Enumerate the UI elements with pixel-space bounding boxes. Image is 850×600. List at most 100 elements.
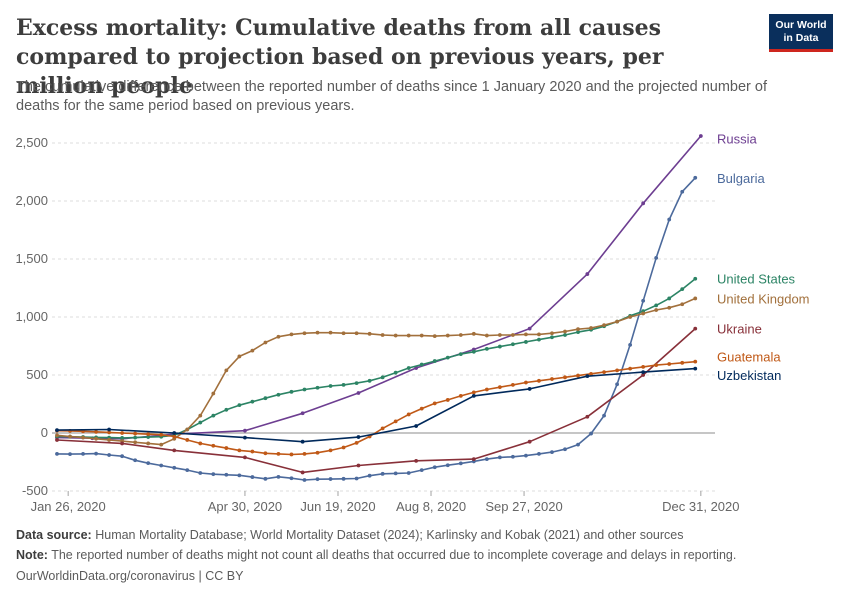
data-point[interactable] bbox=[406, 333, 411, 338]
data-point[interactable] bbox=[55, 438, 59, 442]
series-line-russia[interactable] bbox=[56, 135, 702, 440]
data-point[interactable] bbox=[263, 451, 268, 456]
data-point[interactable] bbox=[654, 363, 659, 368]
data-point[interactable] bbox=[641, 201, 646, 206]
data-point[interactable] bbox=[484, 457, 489, 461]
data-point[interactable] bbox=[55, 451, 59, 456]
series-label-bulgaria[interactable]: Bulgaria bbox=[717, 171, 765, 186]
data-point[interactable] bbox=[237, 354, 242, 359]
data-point[interactable] bbox=[146, 435, 151, 439]
data-point[interactable] bbox=[471, 393, 476, 398]
data-point[interactable] bbox=[263, 396, 268, 401]
series-line-ukraine[interactable] bbox=[56, 328, 696, 474]
data-point[interactable] bbox=[315, 477, 320, 482]
data-point[interactable] bbox=[445, 355, 450, 360]
data-point[interactable] bbox=[393, 471, 398, 476]
data-point[interactable] bbox=[356, 391, 361, 395]
data-point[interactable] bbox=[107, 427, 112, 432]
data-point[interactable] bbox=[276, 474, 281, 479]
data-point[interactable] bbox=[524, 453, 528, 458]
data-point[interactable] bbox=[185, 427, 190, 432]
data-point[interactable] bbox=[510, 342, 515, 347]
data-point[interactable] bbox=[414, 458, 419, 463]
data-point[interactable] bbox=[356, 435, 361, 439]
data-point[interactable] bbox=[527, 439, 532, 444]
data-point[interactable] bbox=[550, 331, 554, 336]
data-point[interactable] bbox=[576, 327, 580, 332]
data-point[interactable] bbox=[354, 381, 359, 386]
data-point[interactable] bbox=[419, 468, 424, 473]
data-point[interactable] bbox=[445, 398, 450, 402]
data-point[interactable] bbox=[406, 366, 411, 370]
data-point[interactable] bbox=[243, 455, 247, 460]
data-point[interactable] bbox=[107, 438, 112, 442]
footer-credit[interactable]: OurWorldinData.org/coronavirus | CC BY bbox=[16, 569, 244, 583]
series-label-russia[interactable]: Russia bbox=[717, 131, 758, 146]
data-point[interactable] bbox=[328, 330, 333, 335]
data-point[interactable] bbox=[243, 435, 247, 440]
data-point[interactable] bbox=[315, 330, 320, 335]
data-point[interactable] bbox=[680, 302, 685, 307]
data-point[interactable] bbox=[414, 424, 419, 428]
data-point[interactable] bbox=[527, 387, 532, 391]
data-point[interactable] bbox=[133, 440, 138, 445]
data-point[interactable] bbox=[380, 333, 385, 337]
data-point[interactable] bbox=[120, 435, 125, 440]
data-point[interactable] bbox=[419, 362, 424, 367]
series-label-ukraine[interactable]: Ukraine bbox=[717, 322, 762, 337]
data-point[interactable] bbox=[628, 366, 633, 371]
data-point[interactable] bbox=[341, 445, 346, 450]
data-point[interactable] bbox=[537, 378, 541, 383]
data-point[interactable] bbox=[510, 382, 515, 387]
data-point[interactable] bbox=[615, 368, 619, 373]
data-point[interactable] bbox=[419, 406, 424, 411]
data-point[interactable] bbox=[367, 473, 372, 478]
data-point[interactable] bbox=[524, 332, 528, 337]
data-point[interactable] bbox=[615, 382, 619, 387]
data-point[interactable] bbox=[341, 476, 346, 481]
data-point[interactable] bbox=[510, 333, 515, 337]
data-point[interactable] bbox=[615, 319, 619, 324]
data-point[interactable] bbox=[81, 435, 85, 440]
series-label-uzbekistan[interactable]: Uzbekistan bbox=[717, 368, 781, 383]
data-point[interactable] bbox=[243, 428, 247, 433]
data-point[interactable] bbox=[585, 272, 590, 276]
data-point[interactable] bbox=[497, 344, 502, 349]
data-point[interactable] bbox=[146, 441, 151, 446]
data-point[interactable] bbox=[300, 439, 305, 444]
series-line-united-kingdom[interactable] bbox=[56, 297, 696, 446]
data-point[interactable] bbox=[393, 333, 398, 338]
data-point[interactable] bbox=[445, 333, 450, 338]
data-point[interactable] bbox=[563, 375, 567, 380]
data-point[interactable] bbox=[589, 431, 593, 436]
data-point[interactable] bbox=[300, 470, 305, 475]
data-point[interactable] bbox=[432, 465, 437, 470]
data-point[interactable] bbox=[589, 371, 593, 376]
data-point[interactable] bbox=[576, 442, 580, 447]
data-point[interactable] bbox=[667, 362, 672, 366]
data-point[interactable] bbox=[680, 189, 685, 194]
data-point[interactable] bbox=[328, 477, 333, 481]
data-point[interactable] bbox=[510, 454, 515, 459]
data-point[interactable] bbox=[602, 370, 606, 374]
data-point[interactable] bbox=[445, 463, 450, 468]
data-point[interactable] bbox=[602, 413, 606, 418]
data-point[interactable] bbox=[497, 455, 502, 460]
data-point[interactable] bbox=[537, 332, 541, 337]
data-point[interactable] bbox=[537, 451, 541, 456]
data-point[interactable] bbox=[68, 452, 72, 457]
data-point[interactable] bbox=[146, 432, 151, 437]
data-point[interactable] bbox=[406, 412, 411, 417]
data-point[interactable] bbox=[380, 426, 385, 431]
data-point[interactable] bbox=[458, 393, 463, 398]
data-point[interactable] bbox=[185, 468, 190, 473]
data-point[interactable] bbox=[237, 473, 242, 478]
data-point[interactable] bbox=[628, 315, 633, 319]
data-point[interactable] bbox=[300, 411, 305, 416]
data-point[interactable] bbox=[289, 332, 294, 337]
data-point[interactable] bbox=[211, 413, 216, 418]
data-point[interactable] bbox=[250, 348, 255, 353]
data-point[interactable] bbox=[94, 451, 98, 456]
owid-logo[interactable]: Our World in Data bbox=[769, 14, 833, 52]
data-point[interactable] bbox=[120, 441, 125, 446]
